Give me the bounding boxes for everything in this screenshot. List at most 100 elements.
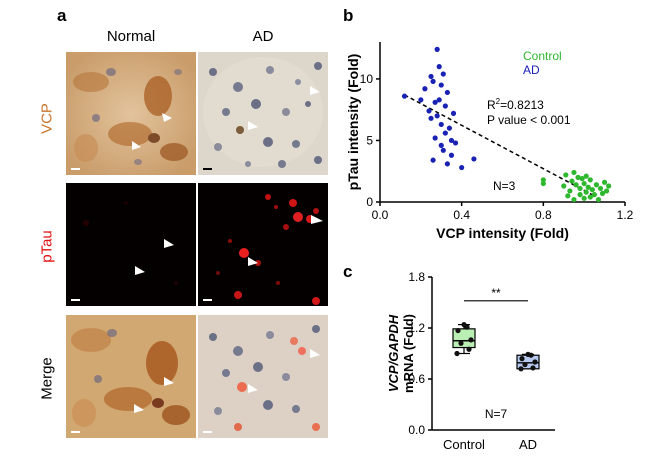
- data-point-control: [563, 172, 569, 178]
- data-point-control: [569, 178, 575, 184]
- data-point-ad: [428, 73, 434, 80]
- x-tick-label: 0.8: [535, 208, 552, 222]
- y-tick-label: 1.2: [408, 321, 425, 335]
- data-point-ad: [430, 78, 436, 84]
- panel-c-letter: c: [343, 262, 353, 281]
- data-point-control: [583, 173, 589, 179]
- scale-bar: [203, 431, 212, 433]
- scale-bar: [203, 299, 212, 301]
- data-point-control: [461, 322, 467, 328]
- data-point-ad: [450, 110, 457, 116]
- data-point-ad: [442, 130, 448, 136]
- scale-bar: [71, 431, 80, 433]
- x-tick-label: 1.2: [617, 208, 634, 222]
- scale-bar: [203, 168, 212, 170]
- data-point-control: [466, 346, 472, 352]
- data-point-control: [577, 185, 583, 192]
- data-point-ad: [519, 356, 525, 362]
- data-point-control: [585, 184, 591, 190]
- data-point-control: [565, 193, 571, 199]
- micrograph-vcp-normal: [66, 52, 196, 175]
- data-point-control: [604, 188, 610, 194]
- data-point-ad: [428, 115, 434, 121]
- column-label-ad: AD: [252, 28, 274, 45]
- data-point-control: [599, 190, 606, 196]
- data-point-control: [601, 179, 608, 185]
- y-tick-label: 10: [360, 72, 374, 86]
- data-point-ad: [426, 108, 432, 114]
- row-label-ptau: pTau: [38, 230, 56, 263]
- y-axis-title-unit: mRNA (Fold): [401, 314, 416, 393]
- legend-entry-ad: AD: [523, 63, 540, 77]
- n-label: N=7: [485, 407, 508, 421]
- data-point-control: [597, 185, 604, 192]
- data-point-ad: [432, 99, 438, 105]
- p-value-label: P value < 0.001: [487, 113, 571, 127]
- x-category-label: Control: [443, 437, 485, 452]
- data-point-ad: [444, 89, 450, 96]
- data-point-control: [567, 188, 573, 194]
- data-point-control: [571, 169, 577, 176]
- r-squared-label: R2=0.8213: [487, 97, 544, 112]
- data-point-ad: [444, 161, 450, 167]
- data-point-ad: [434, 113, 440, 119]
- micrograph-merge-ad: [198, 315, 328, 438]
- micrograph-ptau-ad: [198, 183, 328, 306]
- data-point-ad: [434, 46, 440, 52]
- data-point-control: [571, 196, 577, 203]
- data-point-control: [458, 340, 464, 346]
- panel-b-letter: b: [343, 6, 354, 25]
- y-tick-label: 0.0: [408, 423, 425, 437]
- data-point-ad: [418, 97, 424, 103]
- data-point-ad: [432, 135, 438, 141]
- panel-a-letter: a: [57, 6, 67, 25]
- data-point-control: [468, 337, 474, 343]
- data-point-control: [575, 174, 581, 180]
- row-label-merge: Merge: [38, 357, 56, 400]
- micrograph-ptau-normal: [66, 183, 196, 306]
- data-point-ad: [436, 97, 442, 103]
- y-tick-label: 0.6: [408, 372, 425, 386]
- data-point-ad: [522, 361, 528, 368]
- trend-line: [404, 94, 595, 197]
- x-tick-label: 0.0: [372, 208, 389, 222]
- data-point-ad: [438, 142, 444, 148]
- data-point-control: [455, 327, 461, 334]
- data-point-ad: [401, 93, 408, 99]
- n-label: N=3: [493, 179, 516, 193]
- data-point-control: [587, 194, 593, 200]
- y-tick-label: 5: [366, 133, 373, 147]
- data-point-ad: [518, 366, 524, 372]
- data-point-control: [561, 183, 567, 189]
- data-point-ad: [442, 103, 448, 109]
- data-point-ad: [438, 82, 444, 88]
- box-chart: 0.0 0.6 1.2 1.8 Control AD VCP/GAPDH mRNA (Fold…: [386, 270, 555, 452]
- scale-bar: [71, 299, 80, 301]
- data-point-ad: [440, 71, 446, 77]
- micrograph-merge-normal: [66, 315, 196, 438]
- y-tick-label: 1.8: [408, 270, 425, 284]
- data-point-control: [573, 182, 579, 188]
- data-point-control: [583, 189, 589, 195]
- data-point-control: [577, 192, 583, 198]
- x-tick-label: 0.4: [453, 208, 470, 222]
- data-point-ad: [430, 157, 436, 163]
- data-point-ad: [471, 156, 477, 162]
- data-point-control: [606, 183, 612, 189]
- data-point-control: [540, 177, 546, 183]
- y-axis-title: pTau intensity (Fold): [345, 54, 361, 191]
- data-point-ad: [530, 365, 536, 371]
- data-point-control: [540, 180, 546, 187]
- data-point-control: [589, 187, 595, 193]
- data-point-ad: [438, 121, 444, 128]
- data-point-control: [581, 195, 587, 201]
- data-point-control: [593, 182, 600, 188]
- data-point-control: [591, 192, 597, 198]
- micrograph-vcp-ad: [198, 52, 328, 175]
- data-point-ad: [440, 147, 446, 153]
- scatter-chart: 0.0 0.4 0.8 1.2 0 5 10 VCP intensity (Fold) pTau…: [345, 42, 634, 241]
- scale-bar: [71, 168, 80, 170]
- row-label-vcp: VCP: [38, 103, 56, 134]
- data-point-control: [579, 176, 585, 182]
- column-label-normal: Normal: [106, 28, 156, 45]
